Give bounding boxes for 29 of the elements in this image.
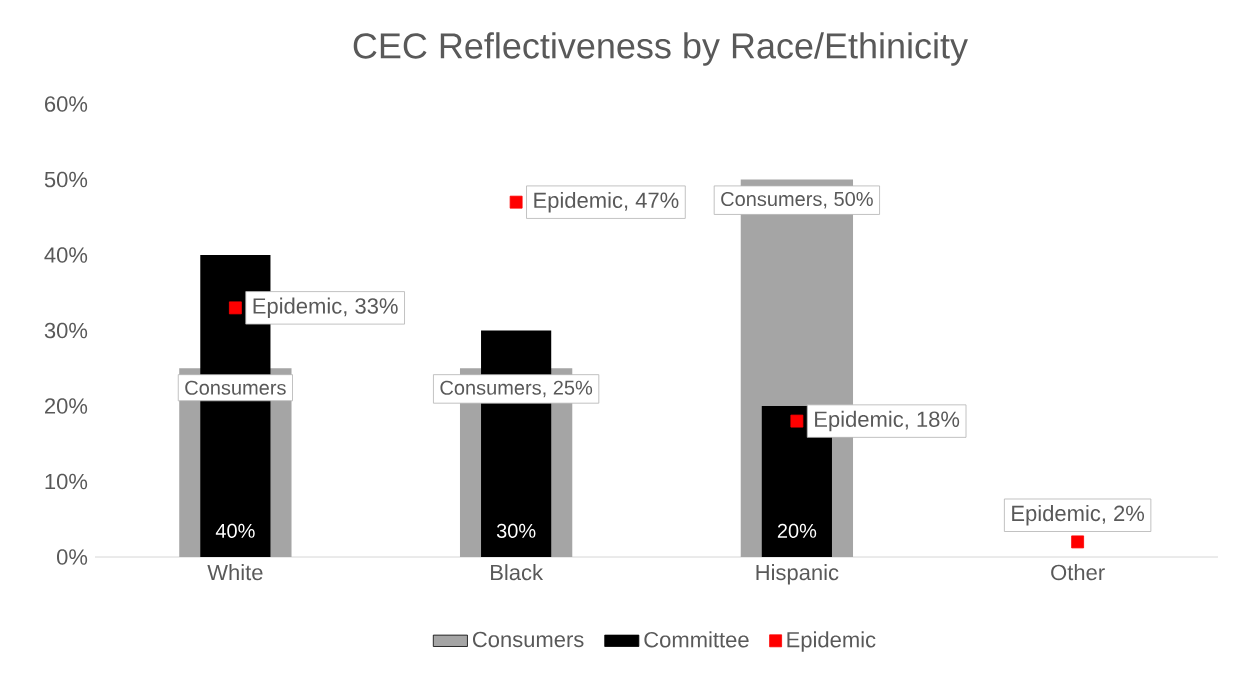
y-tick-label: 10% <box>45 473 88 490</box>
y-tick-label: 0% <box>56 549 88 565</box>
x-tick-label: White <box>207 564 263 581</box>
x-tick-label: Black <box>491 564 544 581</box>
y-tick-label: 50% <box>44 171 88 188</box>
legend-label: Epidemic <box>787 631 876 652</box>
point <box>1071 535 1085 549</box>
y-tick-label: 60% <box>45 96 88 112</box>
x-tick-label: Other <box>1051 564 1105 581</box>
data-label: 40% <box>215 523 255 538</box>
data-label: Consumers, 50% <box>721 191 873 209</box>
chart-title: CEC Reflectiveness by Race/Ethinicity <box>353 32 968 66</box>
data-label: Consumers, 25% <box>440 380 593 398</box>
legend-label: Consumers <box>472 631 584 648</box>
y-tick-label: 20% <box>45 398 88 414</box>
legend-label: Committee <box>644 631 749 648</box>
data-label: 30% <box>496 523 536 538</box>
data-label: Consumers <box>185 380 286 395</box>
x-tick-label: Hispanic <box>756 564 839 585</box>
data-label: Epidemic, 33% <box>253 297 398 319</box>
data-label: 20% <box>777 523 817 538</box>
data-label: Epidemic, 47% <box>534 191 679 213</box>
point <box>228 301 242 315</box>
point <box>509 195 523 209</box>
point <box>790 414 804 428</box>
data-label: Epidemic, 2% <box>1012 505 1145 526</box>
data-label: Epidemic, 18% <box>815 410 960 432</box>
y-tick-label: 30% <box>44 322 88 339</box>
y-tick-label: 40% <box>44 247 88 263</box>
